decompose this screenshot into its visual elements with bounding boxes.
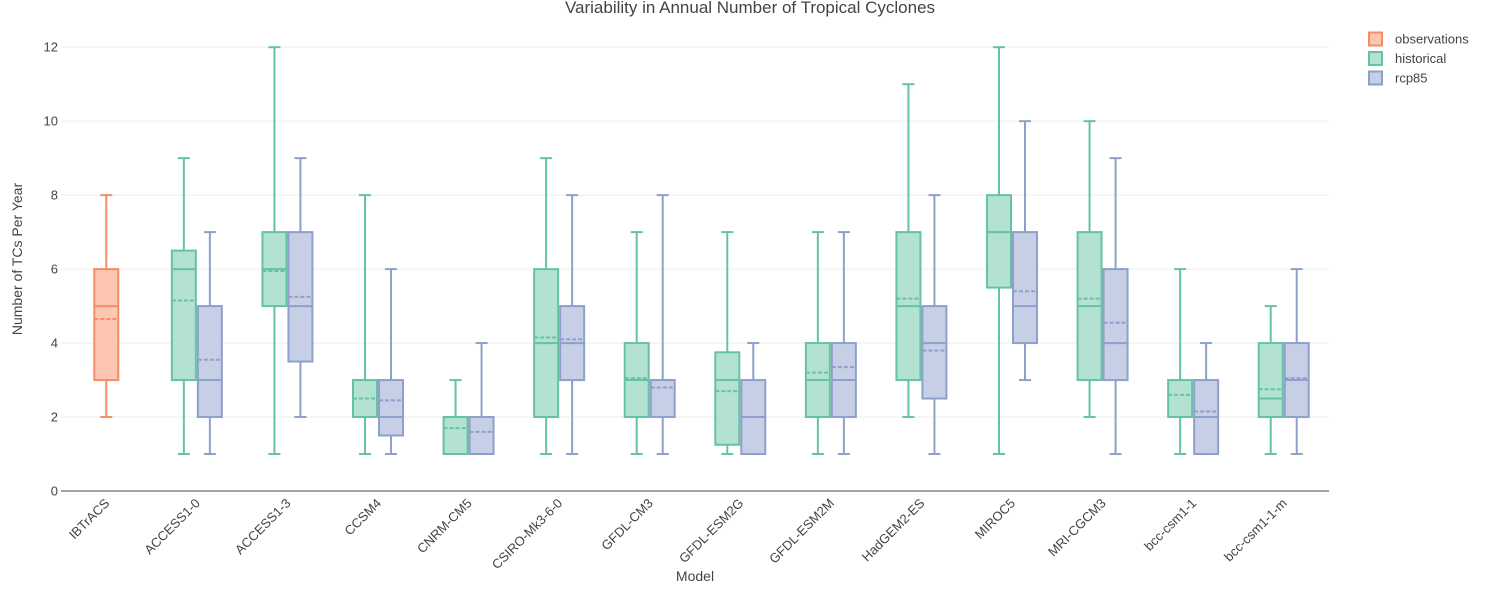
box-series [93, 46, 1310, 456]
box-historical-GFDL-CM3 [623, 231, 650, 456]
legend-label: historical [1395, 51, 1446, 66]
box-historical-CNRM-CM5 [442, 379, 469, 456]
box-body [442, 416, 469, 456]
legend-swatch [1368, 51, 1383, 66]
box-rcp85-CCSM4 [378, 268, 404, 456]
box-body [1102, 268, 1129, 382]
box-historical-ACCESS1-3 [261, 46, 288, 456]
box-body [170, 249, 197, 382]
series-observations [93, 194, 120, 419]
y-tick-label: 0 [51, 484, 58, 499]
x-axis-title: Model [676, 568, 714, 584]
box-body [649, 379, 676, 419]
y-tick-label: 12 [44, 40, 58, 55]
box-historical-CCSM4 [352, 194, 378, 456]
box-historical-GFDL-ESM2G [714, 231, 741, 456]
legend: observations historical rcp85 [1368, 31, 1469, 86]
box-rcp85-ACCESS1-3 [287, 157, 314, 419]
box-historical-bcc-csm1-1-m [1257, 305, 1284, 456]
box-rcp85-MIROC5 [1012, 120, 1038, 382]
y-tick-label: 10 [44, 114, 58, 129]
legend-item-rcp85[interactable]: rcp85 [1368, 70, 1428, 86]
legend-swatch [1368, 70, 1383, 86]
box-body [1257, 342, 1284, 419]
box-historical-MRI-CGCM3 [1076, 120, 1103, 419]
box-observations-IBTrACS [93, 194, 120, 419]
box-rcp85-GFDL-ESM2M [830, 231, 857, 456]
box-historical-CSIRO-Mk3-6-0 [533, 157, 560, 456]
legend-label: rcp85 [1395, 71, 1428, 86]
box-historical-GFDL-ESM2M [804, 231, 831, 456]
box-rcp85-ACCESS1-0 [196, 231, 223, 456]
box-body [986, 194, 1012, 289]
box-rcp85-GFDL-ESM2G [740, 342, 767, 456]
box-rcp85-bcc-csm1-1 [1193, 342, 1220, 456]
box-rcp85-CNRM-CM5 [468, 342, 495, 456]
box-historical-ACCESS1-0 [170, 157, 197, 456]
box-historical-HadGEM2-ES [895, 83, 922, 419]
box-body [921, 305, 948, 400]
box-rcp85-CSIRO-Mk3-6-0 [559, 194, 586, 456]
box-historical-MIROC5 [986, 46, 1012, 456]
y-tick-label: 6 [51, 262, 58, 277]
box-body [93, 268, 120, 382]
box-historical-bcc-csm1-1 [1167, 268, 1194, 456]
legend-swatch [1368, 31, 1383, 47]
legend-item-observations[interactable]: observations [1368, 31, 1469, 47]
chart-title: Variability in Annual Number of Tropical… [565, 0, 935, 17]
series-historical [170, 46, 1284, 456]
box-body [196, 305, 223, 419]
box-body [468, 416, 495, 456]
box-body [714, 351, 741, 446]
box-rcp85-MRI-CGCM3 [1102, 157, 1129, 456]
box-rcp85-bcc-csm1-1-m [1283, 268, 1310, 456]
box-body [1167, 379, 1194, 419]
y-tick-label: 4 [51, 336, 58, 351]
series-rcp85 [196, 120, 1310, 456]
box-rcp85-HadGEM2-ES [921, 194, 948, 456]
box-body [1012, 231, 1038, 345]
box-rcp85-GFDL-CM3 [649, 194, 676, 456]
box-body [378, 379, 404, 437]
y-axis-title: Number of TCs Per Year [9, 183, 25, 336]
y-tick-label: 8 [51, 188, 58, 203]
y-tick-label: 2 [51, 410, 58, 425]
legend-item-historical[interactable]: historical [1368, 51, 1446, 66]
legend-label: observations [1395, 32, 1469, 47]
